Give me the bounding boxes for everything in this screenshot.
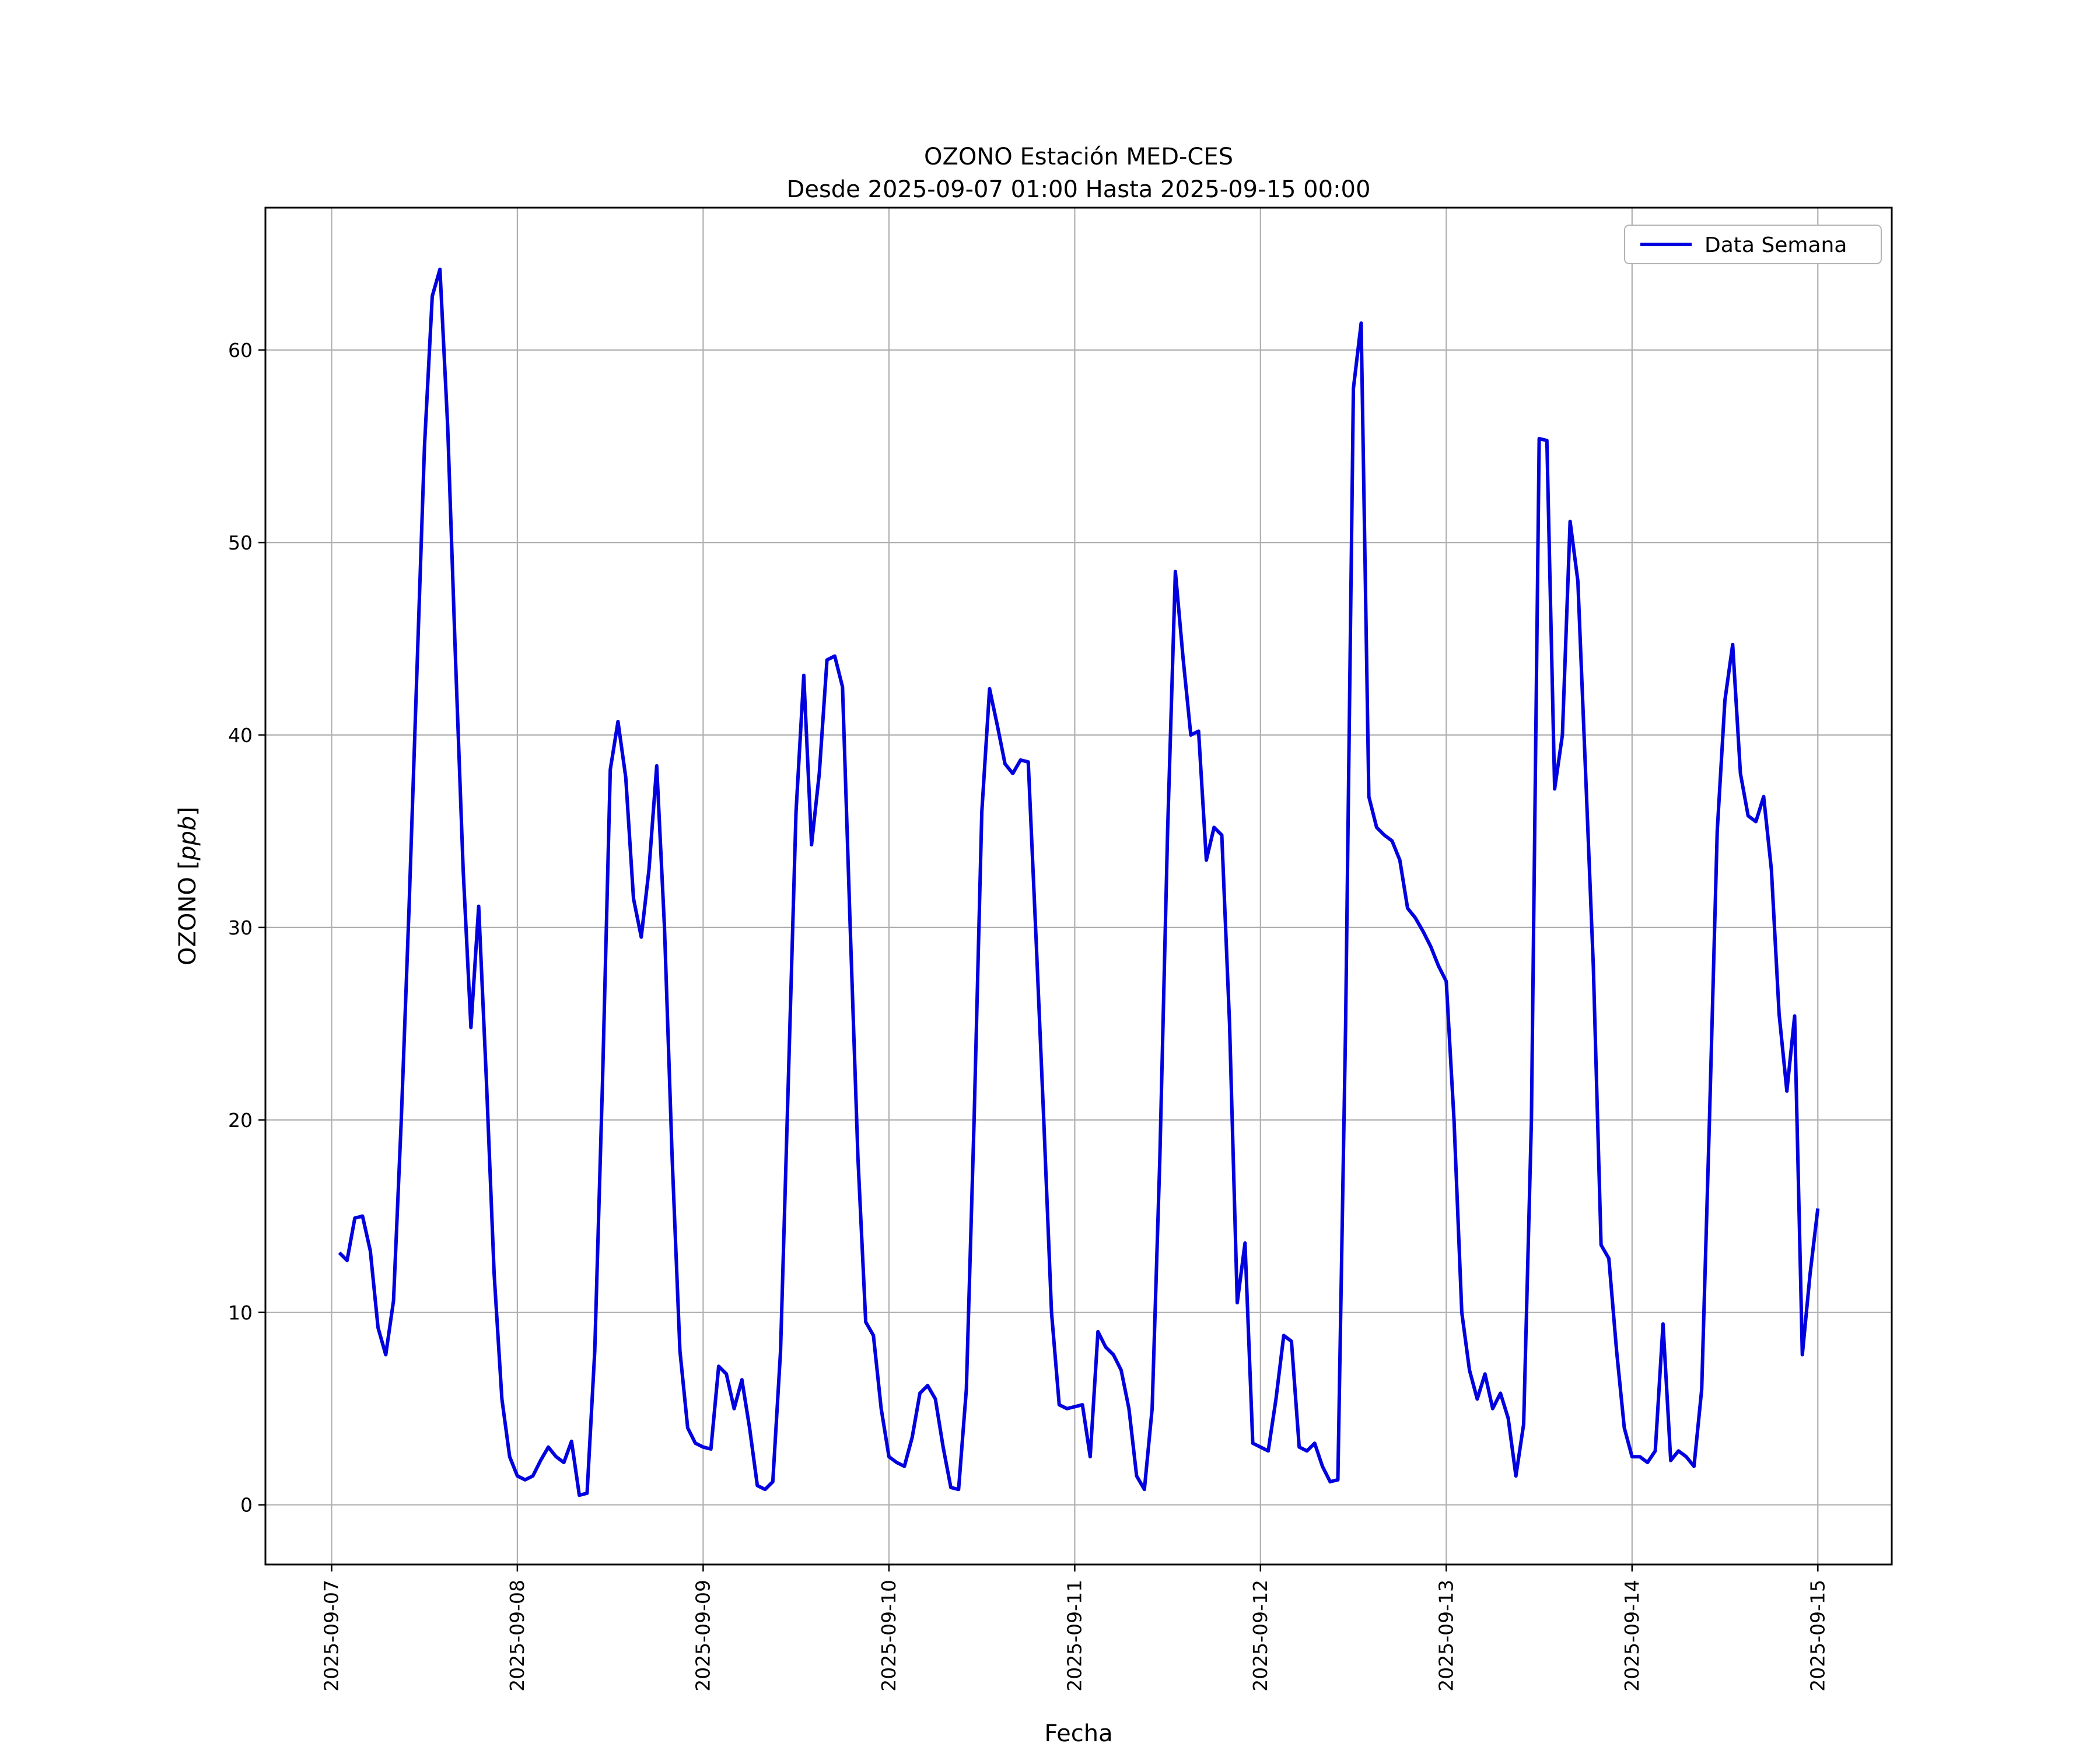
x-axis-label: Fecha	[1044, 1720, 1112, 1747]
y-axis-label: OZONO [ppb]	[174, 807, 201, 965]
y-axis-label-prefix: OZONO [	[174, 860, 201, 965]
chart-title: OZONO Estación MED-CES	[924, 144, 1233, 170]
x-tick-label: 2025-09-13	[1434, 1580, 1457, 1692]
y-tick-label: 0	[240, 1494, 253, 1517]
x-tick-label: 2025-09-10	[877, 1580, 900, 1692]
y-tick-label: 30	[228, 916, 253, 939]
legend: Data Semana	[1624, 225, 1882, 264]
y-tick-label: 20	[228, 1109, 253, 1132]
y-tick-label: 10	[228, 1301, 253, 1324]
y-tick-label: 40	[228, 724, 253, 747]
legend-box	[1624, 225, 1882, 264]
x-tick-label: 2025-09-09	[691, 1580, 714, 1692]
x-tick-label: 2025-09-08	[506, 1580, 528, 1692]
y-tick-label: 60	[228, 339, 253, 362]
axes-frame	[264, 206, 1893, 1566]
data-series-line	[338, 267, 1820, 1497]
x-tick-label: 2025-09-12	[1249, 1580, 1272, 1692]
y-axis-label-math: ppb	[174, 816, 201, 861]
x-tick-label: 2025-09-11	[1063, 1580, 1086, 1692]
legend-label: Data Semana	[1704, 233, 1847, 257]
chart-subtitle: Desde 2025-09-07 01:00 Hasta 2025-09-15 …	[787, 176, 1371, 203]
x-tick-label: 2025-09-14	[1620, 1580, 1643, 1692]
x-tick-label: 2025-09-15	[1806, 1580, 1829, 1692]
y-axis-label-suffix: ]	[174, 807, 201, 816]
chart-layer: 2025-09-07 2025-09-08 2025-09-09 2025-09-10…	[228, 206, 1893, 1692]
y-tick-label: 50	[228, 531, 253, 554]
x-tick-label: 2025-09-07	[320, 1580, 343, 1692]
